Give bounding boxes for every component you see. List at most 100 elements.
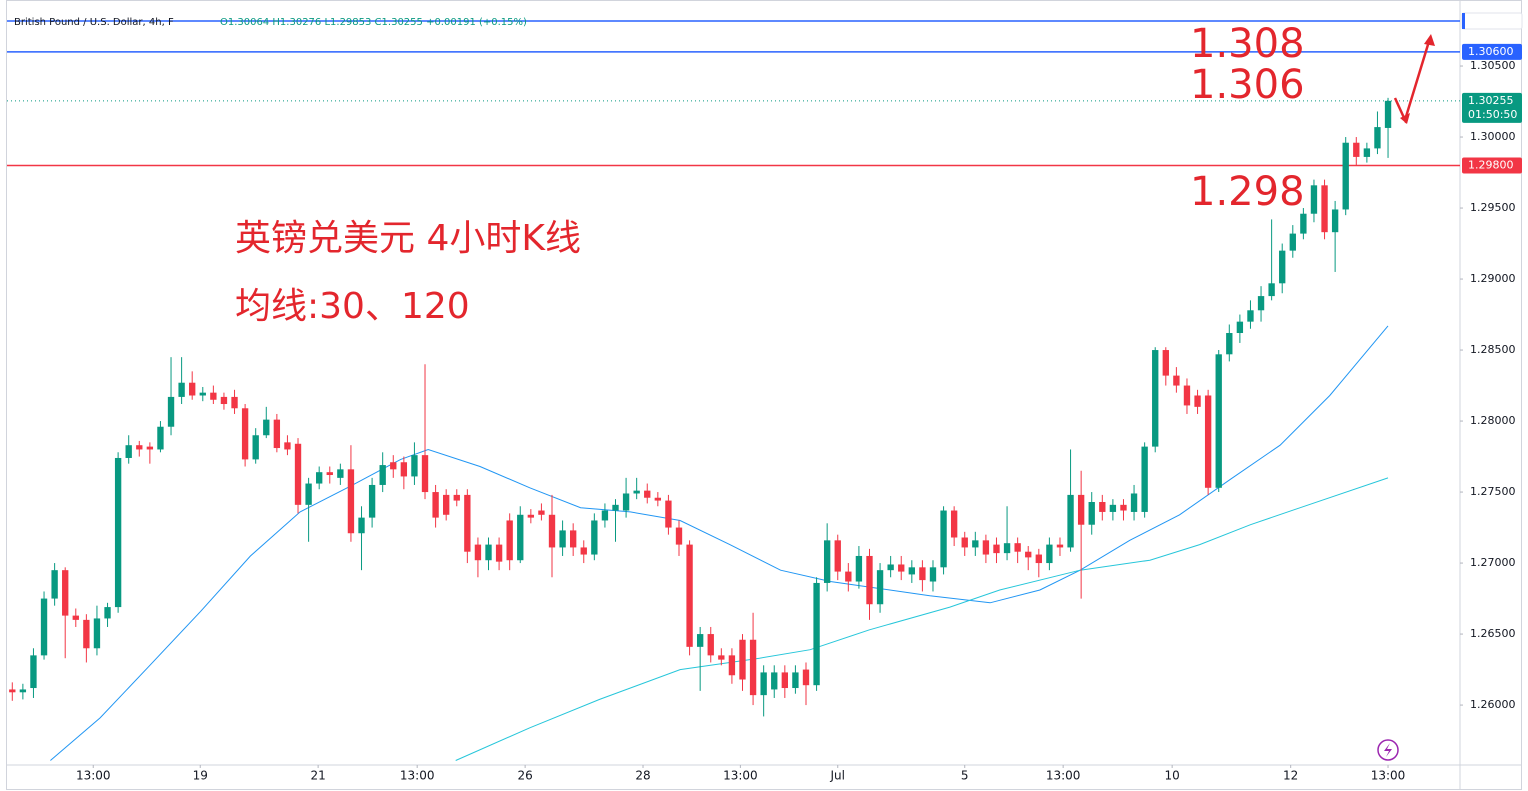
candle-body (337, 469, 344, 478)
candle-body (231, 396, 238, 409)
candle-body (358, 517, 365, 534)
candle-body (940, 510, 947, 568)
candle-body (1003, 543, 1011, 554)
candle-body (1321, 185, 1328, 233)
candle-body (1257, 296, 1265, 311)
candle-body (1374, 127, 1381, 149)
candle-body (1077, 494, 1085, 525)
candle-body (929, 567, 937, 582)
candle-body (220, 396, 228, 405)
candle-body (146, 446, 154, 450)
candle-body (506, 520, 513, 561)
candle-body (294, 443, 302, 505)
y-tick-label: 1.30500 (1470, 59, 1516, 72)
x-tick-label: 28 (635, 769, 650, 783)
candle-body (305, 483, 312, 505)
price-label-marker (1462, 13, 1465, 30)
candle-body (189, 382, 196, 396)
candle-body (273, 419, 281, 449)
candle-body (1331, 209, 1339, 233)
frame (6, 0, 1522, 790)
candle-body (379, 465, 386, 485)
candle-body (284, 442, 291, 450)
candle-body (675, 527, 683, 545)
candle-body (1384, 100, 1392, 128)
candle-body (19, 689, 27, 693)
candle-body (210, 392, 217, 400)
candle-body (390, 462, 397, 470)
y-tick-label: 1.26000 (1470, 698, 1516, 711)
candle-body (62, 570, 69, 616)
candle-body (1194, 395, 1201, 407)
moving-average (50, 325, 1389, 761)
candle-body (1342, 142, 1349, 210)
candle-body (718, 655, 725, 660)
x-tick-label: 13:00 (1371, 769, 1406, 783)
candle-body (887, 564, 894, 571)
x-tick-label: 13:00 (400, 769, 435, 783)
candle-body (749, 639, 757, 696)
price-label-box (1462, 157, 1522, 174)
candle-body (432, 492, 439, 518)
y-tick-label: 1.28000 (1470, 414, 1516, 427)
candle-body (1310, 185, 1318, 214)
candle-body (696, 634, 704, 647)
candle-body (612, 504, 619, 511)
candle-body (411, 455, 418, 477)
candle-body (1300, 213, 1307, 234)
arrow-head (1424, 34, 1435, 46)
candle-body (950, 510, 958, 538)
candle-body (83, 619, 90, 649)
candle-body (1363, 148, 1371, 157)
x-tick-label: 12 (1283, 769, 1298, 783)
candle-body (263, 419, 270, 436)
last-price-box (1462, 92, 1522, 123)
candle-body (813, 582, 820, 686)
candle-body (1279, 250, 1286, 284)
candle-body (771, 672, 778, 690)
candle-body (252, 435, 259, 460)
candle-body (443, 494, 450, 515)
candle-body (9, 689, 16, 693)
x-tick-label: 21 (310, 769, 325, 783)
candle-body (686, 544, 693, 647)
candle-body (654, 497, 662, 501)
x-tick-label: 13:00 (1046, 769, 1081, 783)
candle-body (347, 469, 355, 534)
y-tick-label: 1.28500 (1470, 343, 1516, 356)
moving-average (455, 477, 1389, 761)
candle-body (633, 490, 640, 494)
candle-body (527, 514, 535, 518)
candle-body (51, 570, 58, 599)
candle-body (368, 484, 376, 518)
candle-body (993, 544, 1000, 554)
candle-body (400, 462, 408, 477)
x-tick-label: 10 (1165, 769, 1180, 783)
candle-body (1141, 446, 1148, 512)
price-label-box (1461, 12, 1523, 30)
candle-body (178, 382, 185, 397)
alert-icon-bolt (1384, 743, 1392, 757)
candle-body (104, 607, 111, 619)
candle-body (114, 457, 122, 608)
price-label: 1.29800 (1468, 158, 1514, 171)
candle-body (1056, 544, 1064, 548)
y-tick-label: 1.26500 (1470, 627, 1516, 640)
candle-body (1035, 554, 1042, 564)
candle-body (125, 445, 132, 458)
candle-body (167, 396, 175, 427)
candle-body (739, 639, 746, 680)
candle-body (1236, 321, 1244, 334)
candle-body (559, 530, 566, 548)
candle-body (1109, 504, 1117, 512)
candle-body (1152, 350, 1159, 447)
candle-body (40, 598, 48, 656)
price-label: 1.30600 (1468, 45, 1514, 58)
alert-icon[interactable] (1377, 739, 1399, 761)
candle-body (495, 544, 503, 562)
x-tick-label: 13:00 (76, 769, 111, 783)
annotation: 1.306 (1190, 62, 1305, 108)
y-tick-label: 1.29000 (1470, 272, 1516, 285)
candle-body (326, 472, 333, 476)
